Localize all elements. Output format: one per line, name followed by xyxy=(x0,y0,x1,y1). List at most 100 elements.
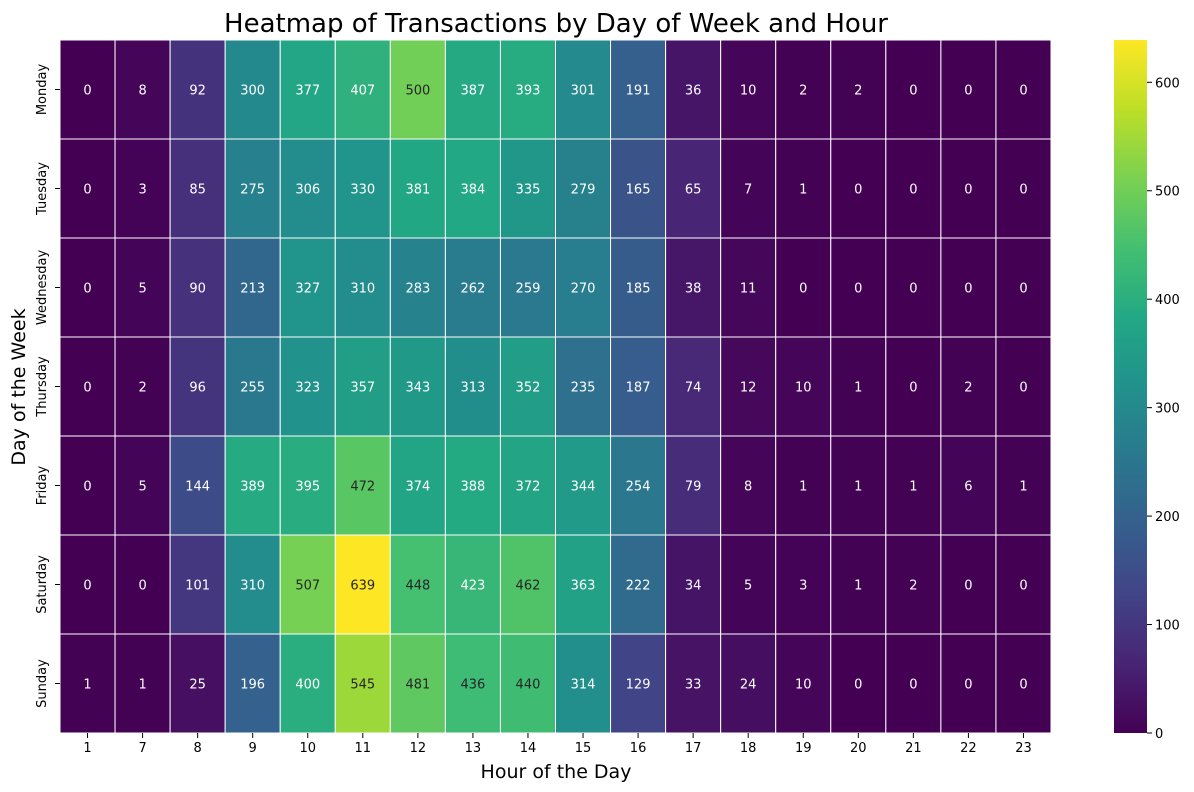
cell-value-label: 3 xyxy=(138,183,146,198)
heatmap-cell xyxy=(555,336,612,437)
heatmap-cell xyxy=(279,336,336,437)
heatmap-cell xyxy=(995,336,1052,437)
cell-value-label: 235 xyxy=(571,381,596,396)
cell-value-label: 0 xyxy=(854,678,862,693)
colorbar-tick-label: 200 xyxy=(1155,510,1180,525)
x-axis-label: Hour of the Day xyxy=(481,761,632,783)
heatmap-cell xyxy=(224,633,281,734)
heatmap-cell xyxy=(720,237,777,338)
cell-value-label: 10 xyxy=(795,678,812,693)
heatmap-cell xyxy=(279,138,336,239)
heatmap-cell xyxy=(995,39,1052,140)
cell-value-label: 1 xyxy=(909,480,917,495)
heatmap-cell xyxy=(169,435,226,536)
cell-value-label: 313 xyxy=(461,381,486,396)
cell-value-label: 400 xyxy=(295,678,320,693)
x-tick-label: 17 xyxy=(685,741,702,756)
cell-value-label: 327 xyxy=(295,282,320,297)
cell-value-label: 1 xyxy=(799,480,807,495)
heatmap-cell xyxy=(114,435,171,536)
heatmap-cell xyxy=(610,237,667,338)
cell-value-label: 5 xyxy=(744,579,752,594)
cell-value-label: 1 xyxy=(854,480,862,495)
heatmap-cell xyxy=(114,138,171,239)
cell-value-label: 0 xyxy=(854,282,862,297)
cell-value-label: 389 xyxy=(240,480,265,495)
heatmap-cell xyxy=(665,237,722,338)
cell-value-label: 352 xyxy=(516,381,541,396)
cell-value-label: 481 xyxy=(405,678,430,693)
cell-value-label: 0 xyxy=(83,480,91,495)
cell-value-label: 363 xyxy=(571,579,596,594)
colorbar-gradient xyxy=(1114,40,1147,733)
heatmap-cell xyxy=(720,534,777,635)
heatmap-cell xyxy=(940,435,997,536)
heatmap-cell xyxy=(665,633,722,734)
heatmap-cell xyxy=(775,39,832,140)
heatmap-cell xyxy=(775,534,832,635)
heatmap-cell xyxy=(720,336,777,437)
cell-value-label: 343 xyxy=(405,381,430,396)
heatmap-cell xyxy=(720,435,777,536)
cell-value-label: 38 xyxy=(685,282,702,297)
x-tick-label: 16 xyxy=(630,741,647,756)
cell-value-label: 0 xyxy=(1019,84,1027,99)
cell-value-label: 500 xyxy=(405,84,430,99)
cell-value-label: 2 xyxy=(799,84,807,99)
x-tick-label: 14 xyxy=(520,741,537,756)
x-tick-label: 9 xyxy=(249,741,257,756)
cell-value-label: 3 xyxy=(799,579,807,594)
cell-value-label: 283 xyxy=(405,282,430,297)
cell-value-label: 377 xyxy=(295,84,320,99)
cell-value-label: 10 xyxy=(795,381,812,396)
x-tick-label: 1 xyxy=(83,741,91,756)
x-tick-label: 20 xyxy=(850,741,867,756)
heatmap-cell xyxy=(995,435,1052,536)
y-axis: Monday Tuesday Wednesday Thursday Friday Satu… xyxy=(35,64,60,708)
cell-value-label: 374 xyxy=(405,480,430,495)
cell-value-label: 0 xyxy=(909,183,917,198)
cell-value-label: 11 xyxy=(740,282,757,297)
cell-value-label: 639 xyxy=(350,579,375,594)
cell-value-label: 0 xyxy=(909,381,917,396)
cell-value-label: 0 xyxy=(83,381,91,396)
x-tick-label: 22 xyxy=(960,741,977,756)
y-tick-label: Wednesday xyxy=(35,250,50,326)
cell-value-label: 335 xyxy=(516,183,541,198)
cell-value-label: 330 xyxy=(350,183,375,198)
heatmap-cell xyxy=(830,633,887,734)
colorbar-tick-label: 600 xyxy=(1155,76,1180,91)
cell-value-label: 0 xyxy=(83,84,91,99)
cell-value-label: 8 xyxy=(138,84,146,99)
cell-value-label: 0 xyxy=(909,678,917,693)
cell-value-label: 384 xyxy=(461,183,486,198)
heatmap-cell xyxy=(830,435,887,536)
heatmap-cell xyxy=(610,138,667,239)
cell-value-label: 507 xyxy=(295,579,320,594)
cell-value-label: 191 xyxy=(626,84,651,99)
cell-value-label: 74 xyxy=(685,381,702,396)
heatmap-cell xyxy=(59,39,116,140)
cell-value-label: 0 xyxy=(83,183,91,198)
heatmap-cell xyxy=(830,336,887,437)
cell-value-label: 306 xyxy=(295,183,320,198)
cell-value-label: 185 xyxy=(626,282,651,297)
cell-value-label: 440 xyxy=(516,678,541,693)
cell-value-label: 259 xyxy=(516,282,541,297)
cell-value-label: 1 xyxy=(799,183,807,198)
cell-value-label: 2 xyxy=(909,579,917,594)
heatmap-cell xyxy=(59,237,116,338)
cell-value-label: 0 xyxy=(1019,579,1027,594)
heatmap-cell xyxy=(499,138,557,239)
cell-value-label: 0 xyxy=(138,579,146,594)
cell-value-label: 0 xyxy=(964,84,972,99)
heatmap-cell xyxy=(444,534,501,635)
heatmap-cell xyxy=(279,534,336,635)
heatmap-cell xyxy=(555,237,612,338)
cell-value-label: 1 xyxy=(854,579,862,594)
cell-value-label: 357 xyxy=(350,381,375,396)
cell-value-label: 5 xyxy=(138,480,146,495)
heatmap-cell xyxy=(555,435,612,536)
heatmap-cell xyxy=(555,633,612,734)
